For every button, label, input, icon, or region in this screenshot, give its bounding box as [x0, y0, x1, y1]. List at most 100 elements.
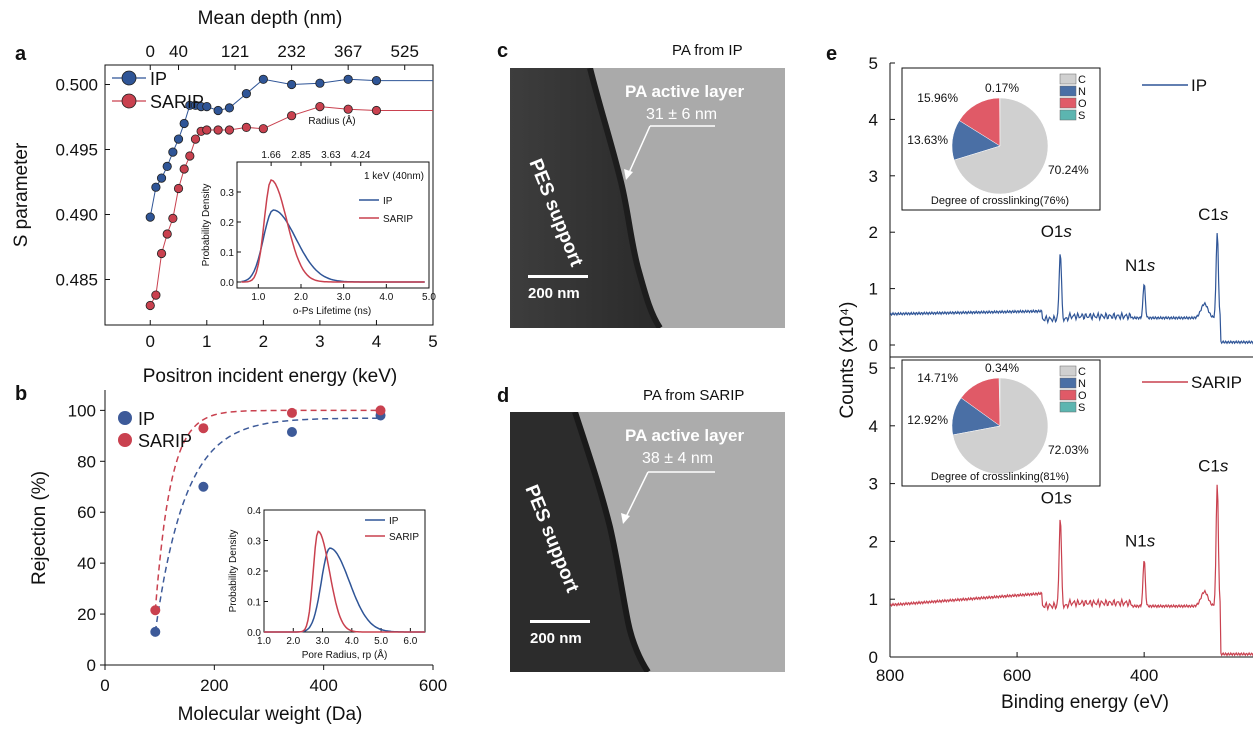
- panel-d-layer-label: PA active layer: [625, 426, 745, 445]
- panel-e-pie-slice-c: [953, 97, 1049, 195]
- panel-e-pie-slice-o: [958, 97, 1001, 147]
- panel-a-top-tick-label: 121: [221, 42, 249, 61]
- panel-a-point-sarip: [190, 134, 201, 144]
- panel-b-point-sarip: [375, 405, 386, 416]
- panel-e-legend-label: IP: [1191, 76, 1207, 95]
- panel-a-inset-top-tick-label: 2.85: [291, 150, 311, 161]
- panel-a-point-sarip: [162, 229, 172, 239]
- panel-b-inset-ytick-label: 0.0: [247, 628, 261, 639]
- panel-b-inset-frame: [263, 509, 426, 633]
- panel-b-point-ip: [286, 427, 297, 438]
- panel-e-pie-value-label: 70.24%: [1048, 163, 1089, 177]
- panel-a-inset-xtick-label: 5.0: [422, 292, 436, 303]
- panel-e-pie-legend-swatch: [1059, 109, 1077, 121]
- panel-b-inset-xtick-label: 2.0: [286, 636, 300, 647]
- panel-a-point-ip: [202, 102, 212, 112]
- panel-a-point-ip: [168, 147, 178, 157]
- panel-e-ylabel: Counts (x10⁴): [837, 302, 858, 419]
- panel-b-ytick-label: 80: [77, 452, 96, 471]
- panel-e-pie-slice-c: [952, 377, 1049, 475]
- panel-e-ytick-label-bottom: 3: [869, 475, 878, 494]
- panel-a-top-tick-label: 232: [277, 42, 305, 61]
- panel-label-b: b: [15, 383, 27, 405]
- panel-e-pie-legend-swatch: [1059, 377, 1077, 389]
- panel-e-pie-legend-label: N: [1078, 86, 1086, 98]
- panel-a-inset-legend-label: SARIP: [383, 214, 413, 225]
- panel-a-legend-label: SARIP: [150, 92, 204, 112]
- panel-a-point-sarip: [173, 183, 184, 194]
- panel-a-xtick-label: 2: [259, 332, 268, 351]
- panel-a-point-sarip: [145, 300, 155, 311]
- panel-b-xtick-label: 0: [100, 676, 109, 695]
- panel-b-point-ip: [198, 481, 209, 492]
- panel-e-peak-label: C1s: [1198, 457, 1229, 476]
- panel-a-inset-ytick-label: 0.1: [220, 248, 234, 259]
- panel-a-point-ip: [156, 173, 167, 183]
- panel-e-pie-legend-label: S: [1078, 402, 1085, 414]
- panel-e-pie-legend-label: N: [1078, 378, 1086, 390]
- panel-b-inset-xtick-label: 1.0: [257, 636, 271, 647]
- panel-b-fit-ip: [154, 417, 381, 633]
- panel-e-pie-legend-label: O: [1078, 98, 1087, 110]
- panel-a-inset-ytick-label: 0.0: [220, 278, 234, 289]
- panel-label-e: e: [826, 43, 837, 65]
- panel-b-xlabel: Molecular weight (Da): [178, 704, 363, 725]
- panel-b-point-sarip: [150, 605, 161, 616]
- panel-e-ytick-label-top: 3: [869, 167, 878, 186]
- tem-image-ip: PA active layer 31 ± 6 nm PES support 20…: [510, 68, 785, 328]
- panel-a-xtick-label: 0: [146, 332, 155, 351]
- panel-a-top-tick-label: 367: [334, 42, 362, 61]
- panel-e-pie-legend-label: S: [1078, 110, 1085, 122]
- panel-e-pie-value-label: 13.63%: [907, 133, 948, 147]
- panel-b-fit-sarip: [154, 409, 381, 611]
- panel-b-legend-label: IP: [138, 409, 155, 429]
- panel-a-inset-xtick-label: 3.0: [337, 292, 351, 303]
- panel-c-scale-bar: [528, 275, 588, 278]
- panel-d-scale-bar: [530, 620, 590, 623]
- panel-a-point-ip: [315, 78, 325, 88]
- panel-e-ytick-label-top: 4: [869, 110, 878, 129]
- panel-a-point-ip: [258, 74, 268, 84]
- panel-e-peak-label: O1s: [1041, 222, 1073, 241]
- panel-b-inset-curve-sarip: [264, 530, 425, 633]
- panel-a-ylabel: S parameter: [11, 142, 32, 247]
- panel-e-pie-legend-swatch: [1059, 85, 1077, 97]
- panel-e-peak-label: N1s: [1125, 532, 1156, 551]
- panel-e-pie-title: Degree of crosslinking(76%): [931, 195, 1069, 207]
- panel-c-scale-label: 200 nm: [528, 285, 580, 302]
- panel-a-legend-marker: [121, 70, 137, 86]
- panel-e-xtick-label: 800: [876, 666, 904, 685]
- panel-b-inset-xtick-label: 5.0: [374, 636, 388, 647]
- panel-a-point-sarip: [315, 102, 325, 112]
- panel-a-xtick-label: 1: [202, 332, 211, 351]
- panel-a-point-ip: [179, 118, 189, 129]
- panel-e-pie-legend-label: O: [1078, 390, 1087, 402]
- panel-a-point-sarip: [202, 125, 212, 135]
- panel-a-inset-annotation: 1 keV (40nm): [364, 171, 424, 182]
- panel-a-point-ip: [343, 74, 353, 84]
- panel-a-inset-ytick-label: 0.2: [220, 218, 234, 229]
- panel-a-inset-legend-label: IP: [383, 196, 393, 207]
- panel-a-inset-xtick-label: 4.0: [379, 292, 393, 303]
- panel-b-ylabel: Rejection (%): [29, 471, 50, 585]
- panel-a-top-tick-label: 525: [391, 42, 419, 61]
- panel-a-xtick-label: 4: [372, 332, 381, 351]
- panel-e-ytick-label-bottom: 5: [869, 359, 878, 378]
- panel-e-spectrum-ip: [890, 233, 1253, 345]
- panel-a-ytick-label: 0.500: [55, 76, 98, 95]
- panel-e-xlabel: Binding energy (eV): [1001, 692, 1169, 713]
- panel-b-ytick-label: 100: [68, 401, 96, 420]
- panel-a-top-tick-label: 40: [169, 42, 188, 61]
- panel-e-ytick-label-top: 1: [869, 280, 878, 299]
- panel-c-thickness: 31 ± 6 nm: [646, 106, 718, 123]
- panel-d-thickness: 38 ± 4 nm: [642, 450, 714, 467]
- panel-e-pie-legend-swatch: [1059, 97, 1077, 109]
- panel-a-point-ip: [173, 134, 184, 144]
- panel-e-spectrum-sarip: [889, 484, 1253, 657]
- panel-a-point-sarip: [287, 111, 297, 121]
- panel-a-ytick-label: 0.485: [55, 271, 98, 290]
- panel-a-point-sarip: [151, 290, 161, 300]
- panel-a-point-ip: [162, 161, 172, 171]
- panel-b-inset-legend-label: SARIP: [389, 532, 419, 543]
- panel-b-ytick-label: 20: [77, 605, 96, 624]
